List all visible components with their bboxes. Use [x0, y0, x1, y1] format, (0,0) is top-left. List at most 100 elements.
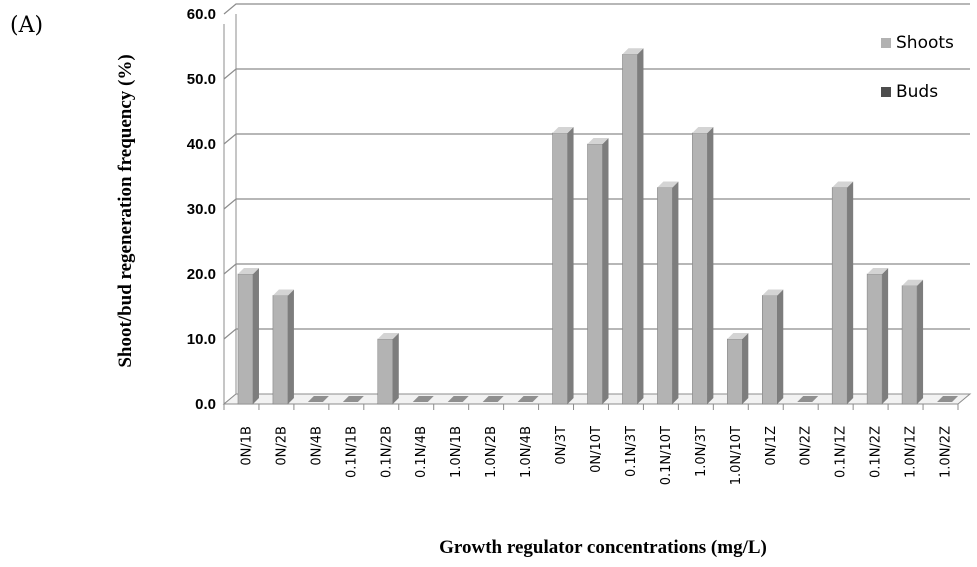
bar-1.0N/2Z — [937, 396, 959, 402]
bar-top — [377, 333, 399, 339]
bar-1.0N/10T — [727, 333, 749, 405]
panel-label: (A) — [10, 13, 43, 38]
x-tick-label: 0.1N/2Z — [869, 426, 884, 478]
x-tick-label: 1.0N/1Z — [904, 426, 919, 478]
bar-0.1N/1Z — [831, 181, 854, 405]
bar-front — [237, 273, 254, 405]
bar-side — [847, 181, 854, 404]
bar-zero — [342, 396, 364, 402]
bar-top — [587, 138, 609, 144]
x-tick-label: 0N/2Z — [799, 426, 814, 466]
bar-side — [742, 333, 749, 404]
y-tick-label: 50.0 — [187, 71, 216, 88]
bar-1.0N/2B — [482, 396, 504, 402]
gridline — [223, 3, 970, 15]
x-tick-label: 1.0N/3T — [694, 426, 709, 477]
bar-side — [672, 181, 679, 404]
x-tick-label: 1.0N/1B — [449, 426, 464, 478]
legend-swatch — [881, 38, 891, 48]
y-tick-label: 30.0 — [187, 201, 216, 218]
bar-front — [622, 54, 638, 405]
bar-1.0N/1Z — [901, 279, 924, 405]
bar-front — [552, 132, 568, 405]
bar-top — [832, 181, 854, 188]
x-tick-label: 0.1N/3T — [624, 426, 639, 477]
bar-side — [917, 279, 924, 404]
bar-side — [602, 138, 609, 404]
x-tick-label: 0N/3T — [554, 426, 569, 465]
legend-label: Buds — [896, 82, 938, 102]
bar-top — [902, 279, 924, 286]
x-tick-label: 1.0N/4B — [519, 426, 534, 478]
bar-side — [252, 268, 259, 404]
bar-top — [727, 333, 749, 339]
bar-top — [867, 268, 889, 274]
legend-swatch — [881, 87, 891, 97]
y-tick-label: 40.0 — [187, 136, 216, 153]
bar-front — [866, 273, 883, 405]
bar-zero — [412, 396, 434, 402]
x-tick-label: 0.1N/10T — [659, 426, 674, 485]
bar-front — [831, 187, 848, 405]
bar-front — [377, 338, 394, 405]
gridline — [223, 68, 970, 80]
y-tick-label: 60.0 — [187, 6, 216, 23]
x-tick-label: 0.1N/2B — [379, 426, 394, 478]
x-tick-label: 0N/1B — [239, 426, 254, 466]
bar-side — [707, 126, 714, 404]
y-tick-label: 20.0 — [187, 266, 216, 283]
bar-0N/3T — [552, 126, 574, 405]
y-tick-label: 10.0 — [187, 331, 216, 348]
y-tick-label: 0.0 — [195, 396, 216, 413]
bar-0.1N/3T — [622, 48, 644, 405]
bar-top — [657, 181, 679, 188]
bar-zero — [447, 396, 469, 402]
bar-front — [692, 132, 708, 405]
bar-zero — [482, 396, 504, 402]
bar-1.0N/3T — [692, 126, 714, 405]
x-tick-label: 1.0N/2B — [484, 426, 499, 478]
x-axis-title: Growth regulator concentrations (mg/L) — [439, 537, 767, 558]
bar-0N/2B — [272, 289, 294, 405]
bar-0N/10T — [587, 138, 609, 405]
bar-0.1N/2B — [377, 333, 399, 405]
x-tick-label: 0N/4B — [309, 426, 324, 466]
bar-top — [552, 126, 574, 133]
x-tick-label: 0N/1Z — [764, 426, 779, 466]
bar-zero — [937, 396, 959, 402]
x-tick-label: 0.1N/1Z — [834, 426, 849, 478]
bar-side — [777, 289, 784, 404]
bar-top — [762, 289, 784, 296]
bar-0.1N/1B — [342, 396, 364, 402]
bar-side — [287, 289, 294, 404]
bar-0N/1B — [237, 268, 259, 405]
bar-front — [762, 295, 778, 405]
bar-zero — [307, 396, 329, 402]
bar-top — [622, 48, 644, 55]
bar-top — [237, 268, 259, 274]
bar-0.1N/10T — [657, 181, 679, 405]
back-wall-edge — [223, 14, 237, 405]
y-axis-title: Shoot/bud regeneration frequency (%) — [115, 54, 136, 367]
bar-front — [901, 285, 918, 405]
bar-0N/1Z — [762, 289, 784, 405]
legend-label: Shoots — [896, 33, 954, 53]
bar-zero — [797, 396, 819, 402]
x-tick-label: 0.1N/4B — [414, 426, 429, 478]
bar-1.0N/1B — [447, 396, 469, 402]
x-tick-labels: 0N/1B 0N/2B 0N/4B 0.1N/1B 0.1N/2B 0.1N/4B 1.0N… — [239, 426, 953, 485]
bar-1.0N/4B — [517, 396, 539, 402]
y-tick-labels: 0.0 10.0 20.0 30.0 40.0 50.0 60.0 — [187, 6, 216, 413]
bar-front — [657, 187, 673, 405]
bar-front — [727, 338, 743, 405]
legend: Shoots Buds — [881, 33, 954, 102]
bar-front — [272, 295, 289, 405]
bar-top — [692, 126, 714, 133]
bar-front — [587, 143, 603, 405]
bar-zero — [517, 396, 539, 402]
bar-0.1N/4B — [412, 396, 434, 402]
x-tick-label: 1.0N/10T — [729, 426, 744, 485]
bar-side — [392, 333, 399, 404]
x-tick-label: 1.0N/2Z — [939, 426, 954, 478]
